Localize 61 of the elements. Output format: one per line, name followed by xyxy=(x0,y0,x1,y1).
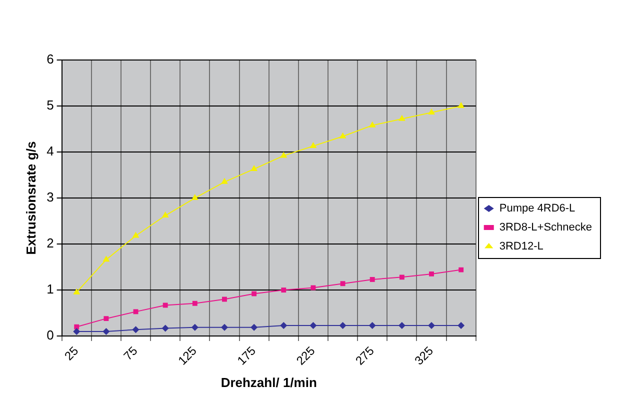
y-tick-label: 5 xyxy=(46,98,54,113)
point xyxy=(162,212,169,218)
x-tick-label: 75 xyxy=(120,343,140,364)
x-tick-label: 325 xyxy=(412,343,436,368)
y-axis-title: Extrusionsrate g/s xyxy=(23,141,38,255)
point xyxy=(221,178,228,184)
point xyxy=(252,291,257,296)
x-tick-label: 175 xyxy=(234,343,259,368)
point xyxy=(339,132,346,138)
point xyxy=(162,302,168,308)
point xyxy=(222,296,227,302)
legend-label: Pumpe 4RD6-L xyxy=(499,202,576,215)
point xyxy=(102,328,110,335)
point xyxy=(370,276,375,282)
point xyxy=(132,232,140,238)
x-tick-label: 25 xyxy=(62,343,82,364)
y-tick-label: 6 xyxy=(46,52,54,67)
point xyxy=(191,324,198,331)
point xyxy=(250,324,258,331)
point xyxy=(220,324,228,331)
x-tick-label: 225 xyxy=(294,343,318,368)
point xyxy=(458,267,464,272)
point xyxy=(104,316,109,322)
point xyxy=(162,324,169,332)
point xyxy=(428,108,435,114)
point xyxy=(310,285,316,290)
point xyxy=(132,326,140,334)
point xyxy=(399,274,404,280)
point xyxy=(73,288,80,294)
x-tick-label: 125 xyxy=(175,343,200,368)
point xyxy=(340,281,346,286)
y-tick-label: 1 xyxy=(46,282,54,297)
point xyxy=(250,165,258,172)
point xyxy=(458,322,465,329)
point xyxy=(428,322,436,329)
x-tick-label: 275 xyxy=(352,343,378,368)
point xyxy=(339,322,346,329)
point xyxy=(74,324,80,330)
y-tick-label: 4 xyxy=(46,144,54,159)
point xyxy=(73,328,80,335)
point xyxy=(280,152,288,158)
point xyxy=(368,121,376,128)
point xyxy=(310,142,317,148)
point xyxy=(310,322,317,329)
point xyxy=(398,322,406,329)
point xyxy=(280,322,288,329)
point xyxy=(281,288,286,293)
legend-label: 3RD12-L xyxy=(499,240,544,253)
y-tick-label: 3 xyxy=(46,190,54,205)
point xyxy=(192,300,198,306)
legend-label: 3RD8-L+Schnecke xyxy=(499,222,592,234)
point xyxy=(133,309,138,314)
point xyxy=(102,256,110,262)
y-tick-label: 0 xyxy=(46,328,54,343)
point xyxy=(368,322,376,329)
point xyxy=(191,194,198,200)
point xyxy=(398,114,406,121)
point xyxy=(429,271,434,276)
point xyxy=(458,102,465,108)
x-axis-title: Drehzahl/ 1/min xyxy=(220,374,317,390)
y-tick-label: 2 xyxy=(46,236,54,251)
